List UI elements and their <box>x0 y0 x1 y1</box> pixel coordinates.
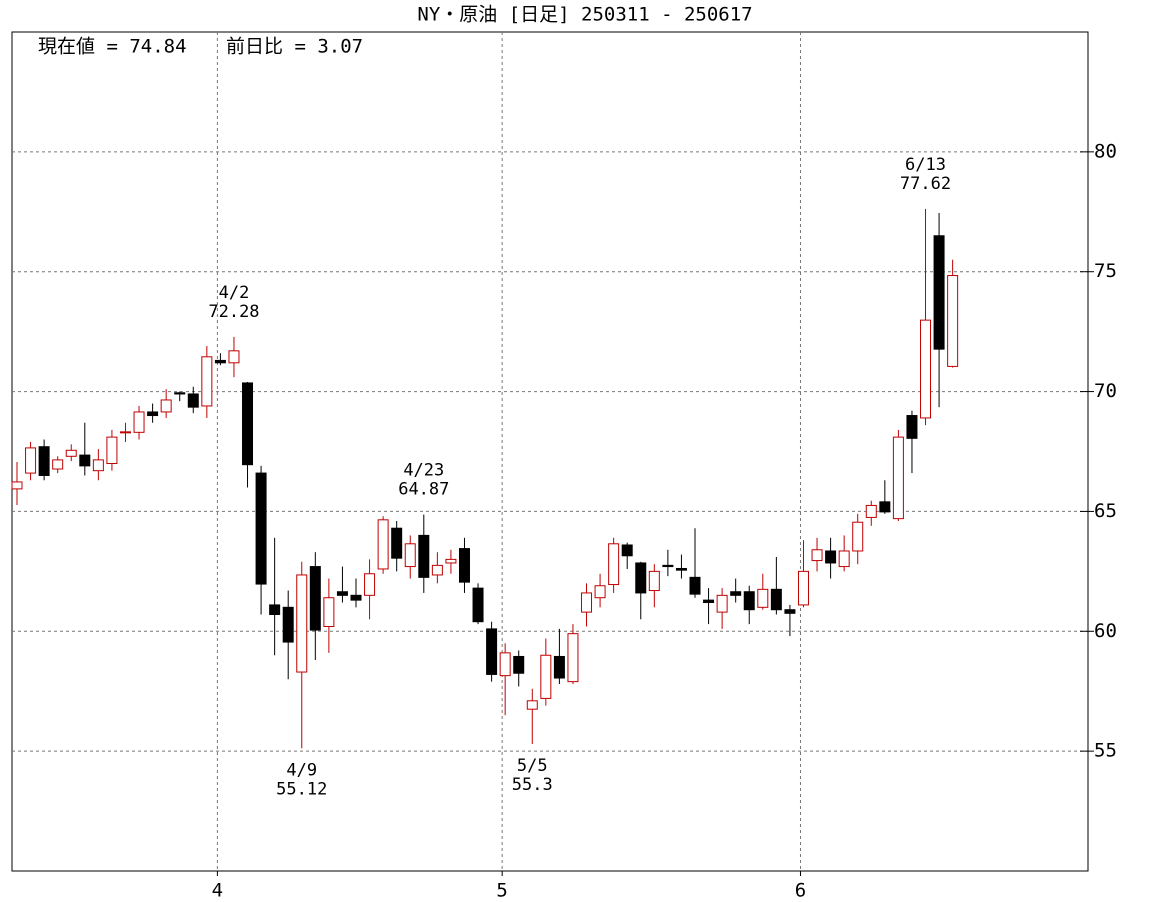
candle-body <box>92 459 104 472</box>
candle-body <box>770 588 782 611</box>
candle-body <box>892 436 904 520</box>
candle-body <box>174 392 186 395</box>
candle-body <box>513 655 525 674</box>
candle-body <box>852 521 864 552</box>
candle-body <box>228 350 240 364</box>
annotation-value: 55.12 <box>276 779 327 799</box>
candle-body <box>187 393 199 408</box>
candle-body <box>11 481 23 490</box>
candle-body <box>133 411 145 433</box>
candle-body <box>675 567 687 571</box>
candle-body <box>25 447 37 474</box>
candle-body <box>269 604 281 616</box>
candle-body <box>947 275 959 367</box>
candle-body <box>838 550 850 568</box>
y-tick-label: 55 <box>1094 740 1117 762</box>
candle-body <box>825 550 837 564</box>
annotation-date: 6/13 <box>905 155 946 175</box>
candle-body <box>472 587 484 623</box>
y-tick-label: 65 <box>1094 500 1117 522</box>
candle-body <box>689 576 701 595</box>
candle-body <box>499 652 511 677</box>
candle-body <box>377 519 389 570</box>
chart-title: NY・原油 [日足] 250311 - 250617 <box>417 4 752 26</box>
candle-body <box>608 543 620 586</box>
candle-body <box>404 543 416 568</box>
candle-body <box>703 599 715 604</box>
candle-body <box>147 411 159 417</box>
annotation-date: 4/2 <box>219 283 250 303</box>
annotation-date: 4/23 <box>403 461 444 481</box>
candle-body <box>540 654 552 699</box>
candle-body <box>757 588 769 608</box>
candle-body <box>79 454 91 467</box>
candle-body <box>201 356 213 407</box>
candle-body <box>730 591 742 596</box>
candle-body <box>309 566 321 631</box>
x-tick-label: 5 <box>496 880 507 902</box>
annotation-value: 77.62 <box>900 174 951 194</box>
candle-body <box>648 570 660 592</box>
candle-body <box>662 564 674 568</box>
candle-body <box>255 472 267 585</box>
candle-body <box>567 633 579 683</box>
candle-body <box>296 574 308 673</box>
candle-body <box>811 549 823 562</box>
candle-body <box>38 446 50 476</box>
change-value: 前日比 = 3.07 <box>226 36 363 58</box>
y-tick-label: 60 <box>1094 620 1117 642</box>
candle-body <box>364 573 376 596</box>
candle-body <box>445 558 457 564</box>
candle-body <box>865 504 877 518</box>
candle-body <box>879 501 891 513</box>
annotation-value: 64.87 <box>398 480 449 500</box>
candle-body <box>160 399 172 413</box>
annotation-date: 4/9 <box>286 760 317 780</box>
current-value: 現在値 = 74.84 <box>38 36 187 58</box>
annotation-date: 5/5 <box>517 756 548 776</box>
candle-body <box>933 235 945 350</box>
candle-body <box>391 527 403 559</box>
y-tick-label: 75 <box>1094 260 1117 282</box>
candle-body <box>418 534 430 578</box>
candle-body <box>906 415 918 439</box>
candle-body <box>594 585 606 599</box>
x-tick-label: 6 <box>795 880 806 902</box>
annotation-value: 55.3 <box>512 775 553 795</box>
candle-body <box>336 591 348 596</box>
candle-body <box>920 319 932 419</box>
y-tick-label: 70 <box>1094 380 1117 402</box>
candle-body <box>743 591 755 611</box>
y-tick-label: 80 <box>1094 140 1117 162</box>
candle-body <box>350 594 362 601</box>
candle-body <box>323 597 335 627</box>
candle-body <box>526 700 538 710</box>
candle-body <box>784 609 796 614</box>
x-tick-label: 4 <box>212 880 223 902</box>
candle-body <box>106 436 118 464</box>
candle-body <box>214 359 226 364</box>
candle-body <box>119 431 131 434</box>
candle-body <box>486 628 498 675</box>
candle-body <box>716 594 728 613</box>
candle-body <box>797 570 809 606</box>
candle-body <box>282 606 294 643</box>
candle-body <box>621 544 633 557</box>
candle-body <box>458 548 470 583</box>
candle-body <box>65 449 77 457</box>
annotation-value: 72.28 <box>208 302 259 322</box>
candle-body <box>581 592 593 613</box>
candle-body <box>242 382 254 466</box>
candle-body <box>52 459 64 470</box>
candle-body <box>553 655 565 679</box>
plot-frame <box>11 31 1089 872</box>
candle-body <box>635 562 647 594</box>
candle-body <box>431 564 443 576</box>
